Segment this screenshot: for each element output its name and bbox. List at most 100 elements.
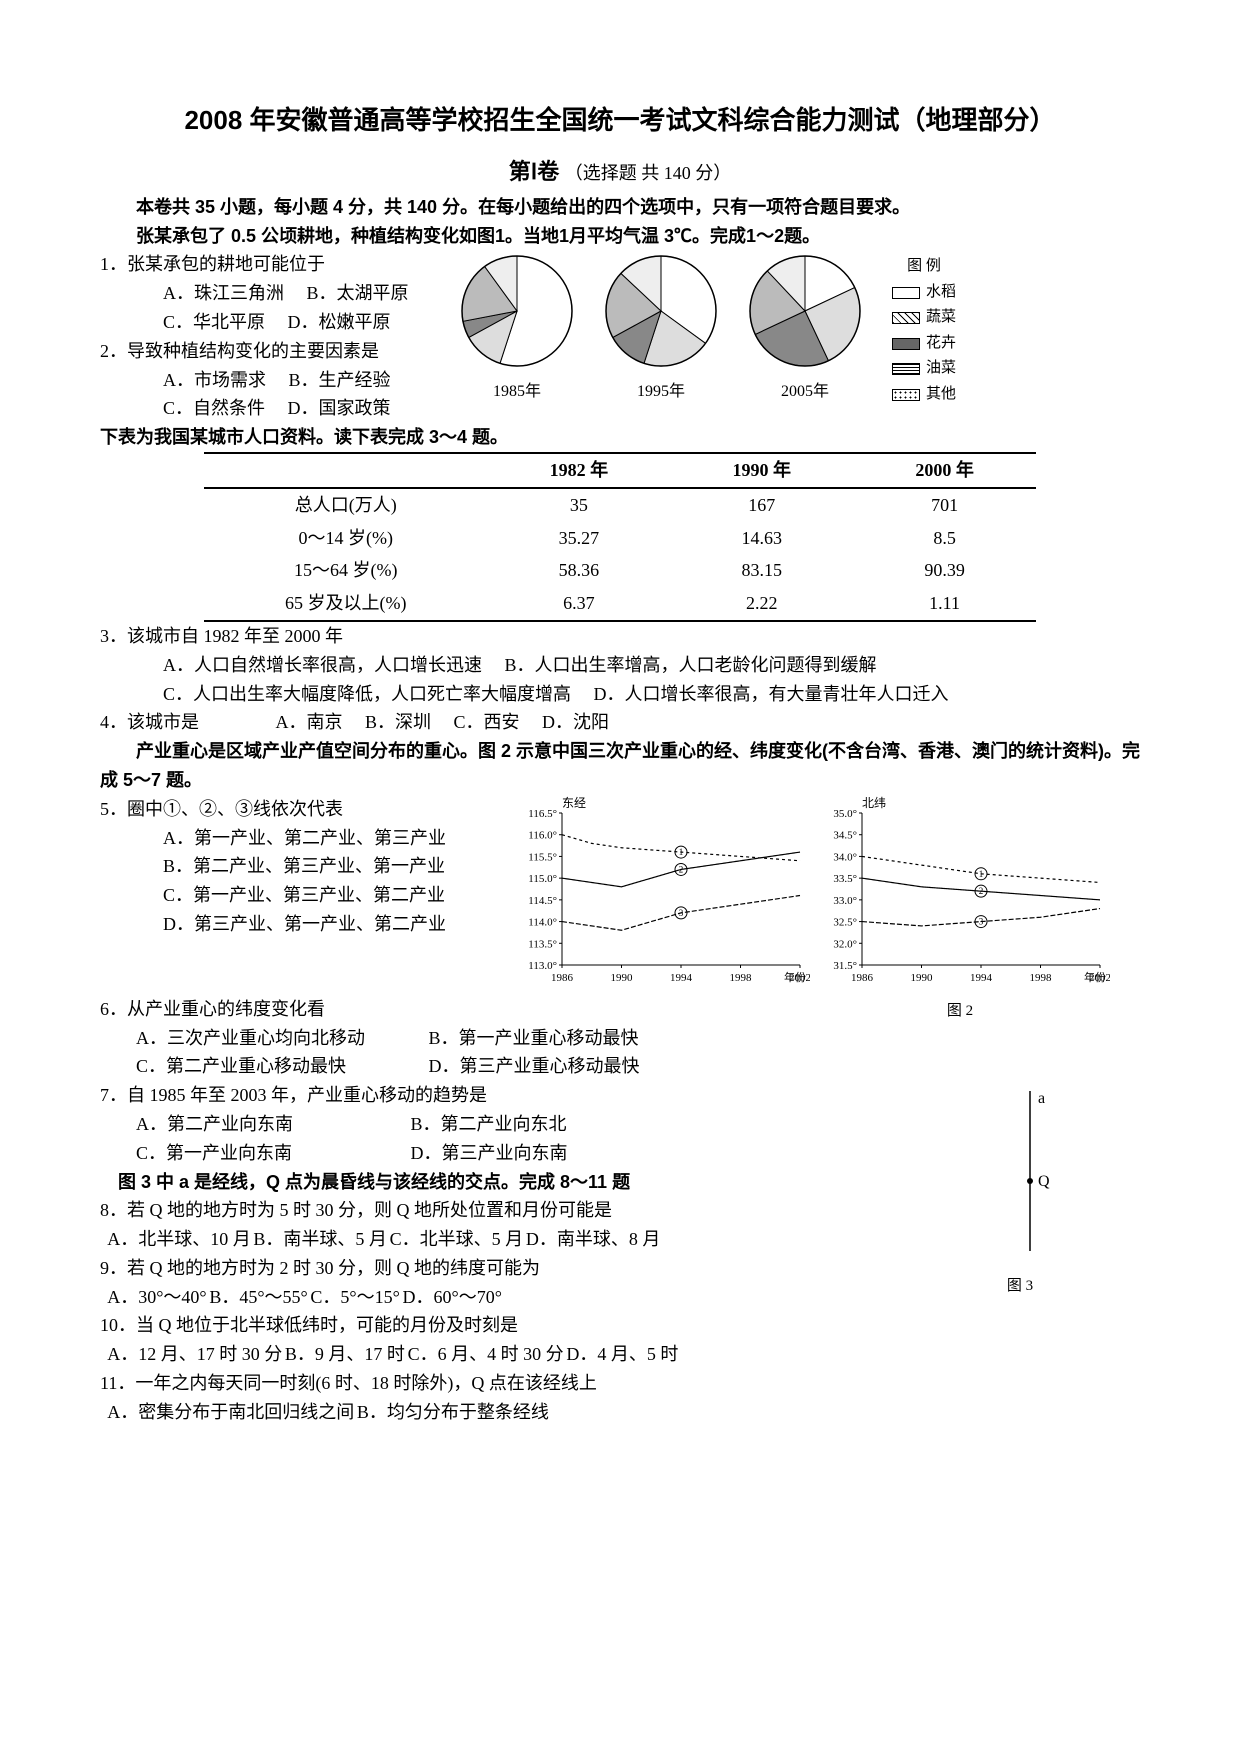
q10-opt-d: D．4 月、5 时 — [586, 1340, 678, 1369]
th1: 1982 年 — [487, 453, 670, 488]
q2-text: 2．导致种植结构变化的主要因素是 — [100, 337, 460, 366]
q6-opt-c: C．第二产业重心移动最快 — [136, 1052, 406, 1081]
cell: 14.63 — [670, 522, 853, 555]
legend-item: 其他 — [892, 382, 956, 408]
svg-text:1994: 1994 — [970, 972, 993, 984]
svg-text:1: 1 — [679, 847, 684, 857]
cell: 0～14 岁(%) — [204, 522, 487, 555]
scenario-3: 产业重心是区域产业产值空间分布的重心。图 2 示意中国三次产业重心的经、纬度变化… — [100, 737, 1140, 795]
svg-text:北纬: 北纬 — [862, 796, 886, 810]
cell: 35 — [487, 488, 670, 522]
svg-text:34.5°: 34.5° — [833, 829, 857, 841]
q2-opt-c: C．自然条件 — [163, 394, 265, 423]
q10-opt-c: C．6 月、4 时 30 分 — [427, 1340, 563, 1369]
q10-opt-b: B．9 月、17 时 — [305, 1340, 405, 1369]
svg-text:年份: 年份 — [784, 970, 806, 984]
cell: 总人口(万人) — [204, 488, 487, 522]
q5-text: 5．圈中①、②、③线依次代表 — [100, 795, 520, 824]
th3: 2000 年 — [853, 453, 1036, 488]
cell: 701 — [853, 488, 1036, 522]
part-paren: （选择题 共 140 分） — [565, 163, 732, 183]
q1-text: 1．张某承包的耕地可能位于 — [100, 250, 460, 279]
svg-text:1990: 1990 — [611, 972, 634, 984]
legend-label: 水稻 — [926, 280, 956, 306]
cell: 6.37 — [487, 587, 670, 621]
q9-text: 9．若 Q 地的地方时为 2 时 30 分，则 Q 地的纬度可能为 — [120, 1254, 900, 1283]
fig3-q-label: Q — [1038, 1173, 1050, 1190]
cell: 83.15 — [670, 554, 853, 587]
q2-opt-a: A．市场需求 — [163, 366, 266, 395]
pie-year-label: 1995年 — [604, 379, 718, 405]
part-label: 第Ⅰ卷 — [509, 159, 560, 184]
scenario-1: 张某承包了 0.5 公顷耕地，种植结构变化如图1。当地1月平均气温 3℃。完成1… — [100, 222, 1140, 251]
svg-text:114.0°: 114.0° — [528, 916, 557, 928]
cell: 35.27 — [487, 522, 670, 555]
svg-text:1998: 1998 — [1030, 972, 1053, 984]
svg-text:1998: 1998 — [730, 972, 753, 984]
q6-text: 6．从产业重心的纬度变化看 — [100, 995, 780, 1024]
q8-opt-d: D．南半球、8 月 — [546, 1225, 661, 1254]
svg-text:2: 2 — [979, 886, 984, 896]
q5-opt-c: C．第一产业、第三产业、第二产业 — [163, 881, 445, 910]
cell: 58.36 — [487, 554, 670, 587]
q3-opt-d: D．人口增长率很高，有大量青壮年人口迁入 — [594, 680, 949, 709]
q8-opt-c: C．北半球、5 月 — [409, 1225, 523, 1254]
q7-text: 7．自 1985 年至 2003 年，产业重心移动的趋势是 — [100, 1081, 900, 1110]
q3-opt-b: B．人口出生率增高，人口老龄化问题得到缓解 — [505, 651, 877, 680]
q9-opt-d: D．60°～70° — [422, 1283, 502, 1312]
scenario-2: 下表为我国某城市人口资料。读下表完成 3～4 题。 — [100, 423, 1140, 452]
legend-swatch — [892, 287, 920, 299]
svg-text:115.5°: 115.5° — [528, 851, 557, 863]
q6: 6．从产业重心的纬度变化看 A．三次产业重心均向北移动 B．第一产业重心移动最快… — [100, 995, 780, 1081]
svg-text:33.0°: 33.0° — [833, 895, 857, 907]
pie-year-label: 2005年 — [748, 379, 862, 405]
q1-opt-d: D．松嫩平原 — [288, 308, 391, 337]
q8-text: 8．若 Q 地的地方时为 5 时 30 分，则 Q 地所处位置和月份可能是 — [120, 1196, 900, 1225]
th0 — [204, 453, 487, 488]
q11-opt-a: A．密集分布于南北回归线之间 — [127, 1398, 354, 1427]
q9-opt-b: B．45°～55° — [229, 1283, 308, 1312]
q1-opt-b: B．太湖平原 — [307, 279, 409, 308]
svg-text:35.0°: 35.0° — [833, 808, 857, 820]
q1-opt-a: A．珠江三角洲 — [163, 279, 284, 308]
instructions: 本卷共 35 小题，每小题 4 分，共 140 分。在每小题给出的四个选项中，只… — [100, 193, 1140, 222]
svg-text:32.0°: 32.0° — [833, 938, 857, 950]
q3: 3．该城市自 1982 年至 2000 年 A．人口自然增长率很高，人口增长迅速… — [100, 622, 1140, 708]
q7: 7．自 1985 年至 2003 年，产业重心移动的趋势是 A．第二产业向东南 … — [100, 1081, 900, 1167]
q9: 9．若 Q 地的地方时为 2 时 30 分，则 Q 地的纬度可能为 A．30°～… — [100, 1254, 900, 1312]
q5-opt-d: D．第三产业、第一产业、第二产业 — [163, 910, 446, 939]
legend-swatch — [892, 389, 920, 401]
q4-opt-d: D．沈阳 — [542, 712, 609, 732]
q4-text: 4．该城市是 — [100, 712, 199, 732]
cell: 90.39 — [853, 554, 1036, 587]
q5-opt-a: A．第一产业、第二产业、第三产业 — [163, 824, 446, 853]
legend-label: 花卉 — [926, 331, 956, 357]
svg-text:1: 1 — [979, 869, 984, 879]
q8: 8．若 Q 地的地方时为 5 时 30 分，则 Q 地所处位置和月份可能是 A．… — [100, 1196, 900, 1254]
q1-opt-c: C．华北平原 — [163, 308, 265, 337]
legend-label: 油菜 — [926, 356, 956, 382]
q4-opt-b: B．深圳 — [365, 712, 431, 732]
svg-text:113.0°: 113.0° — [528, 960, 557, 972]
svg-text:1986: 1986 — [551, 972, 574, 984]
line-chart-left: 东经113.0°113.5°114.0°114.5°115.0°115.5°11… — [520, 795, 810, 995]
scenario-4: 图 3 中 a 是经线，Q 点为晨昏线与该经线的交点。完成 8～11 题 — [100, 1168, 900, 1197]
part-heading: 第Ⅰ卷 （选择题 共 140 分） — [100, 154, 1140, 189]
svg-text:33.5°: 33.5° — [833, 873, 857, 885]
cell: 1.11 — [853, 587, 1036, 621]
cell: 2.22 — [670, 587, 853, 621]
cell: 8.5 — [853, 522, 1036, 555]
legend-item: 油菜 — [892, 356, 956, 382]
fig3-a-label: a — [1038, 1090, 1045, 1107]
svg-text:3: 3 — [979, 916, 984, 926]
svg-text:3: 3 — [679, 908, 684, 918]
pie-chart-group: 1985年1995年2005年 图 例 水稻蔬菜花卉油菜其他 — [460, 250, 1140, 407]
q11-text: 11．一年之内每天同一时刻(6 时、18 时除外)，Q 点在该经线上 — [120, 1369, 1140, 1398]
q4-opt-a: A．南京 — [276, 712, 343, 732]
q3-opt-a: A．人口自然增长率很高，人口增长迅速 — [163, 651, 482, 680]
page-title: 2008 年安徽普通高等学校招生全国统一考试文科综合能力测试（地理部分） — [100, 100, 1140, 142]
legend-item: 水稻 — [892, 280, 956, 306]
q4-opt-c: C．西安 — [454, 712, 520, 732]
q2: 2．导致种植结构变化的主要因素是 A．市场需求 B．生产经验 C．自然条件 D．… — [100, 337, 460, 423]
cell: 15～64 岁(%) — [204, 554, 487, 587]
